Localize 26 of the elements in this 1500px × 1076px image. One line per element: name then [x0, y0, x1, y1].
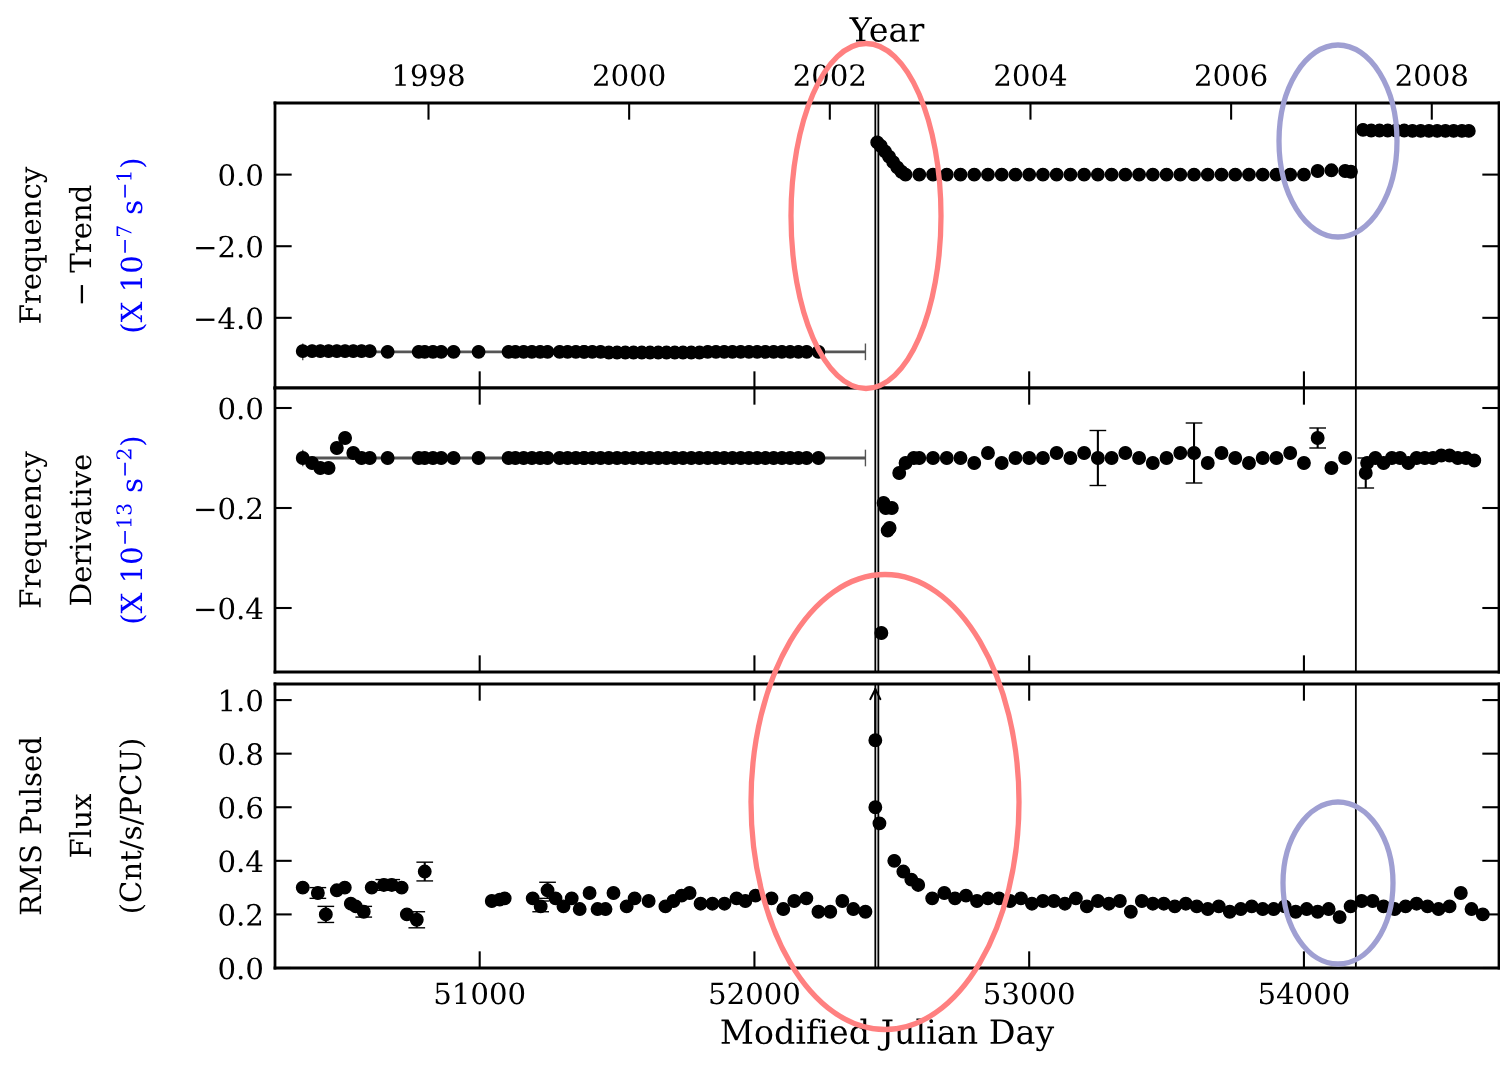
x2-axis-title: Year	[849, 17, 925, 42]
y-tick-label: 1.0	[221, 689, 262, 712]
x-tick-label: 53000	[985, 982, 1074, 1005]
y-tick-label: 0.0	[219, 397, 262, 420]
y-axis-title: RMS Pulsed Flux (Cnt/s/PCU)	[18, 737, 146, 915]
y-axis-title: Frequency − Trend (X 10$^{−7}$ s$^{−1}$)	[19, 159, 147, 332]
x-tick-label: 52000	[710, 982, 799, 1005]
y-tick-label: −2.0	[196, 235, 262, 258]
x2-tick-label: 2002	[794, 64, 865, 87]
y-tick-label: 0.4	[219, 850, 263, 873]
y-tick-label: 0.0	[219, 164, 262, 187]
y-tick-label: 0.6	[219, 796, 263, 819]
x2-tick-label: 2008	[1396, 64, 1467, 87]
y-axis-title: Frequency Derivative (X 10$^{−13}$ s$^{−2}$)	[19, 437, 147, 623]
y-tick-label: 0.0	[219, 957, 262, 980]
y-tick-label: −4.0	[196, 307, 262, 330]
x2-tick-label: 1998	[394, 64, 464, 87]
y-tick-label: 0.2	[219, 903, 262, 926]
y-tick-label: 0.8	[219, 743, 262, 766]
x-tick-label: 54000	[1260, 982, 1349, 1005]
y-tick-label: −0.2	[196, 497, 262, 520]
x2-tick-label: 2000	[594, 64, 665, 87]
y-tick-label: −0.4	[196, 597, 263, 620]
x2-tick-label: 2004	[995, 64, 1067, 87]
x2-tick-label: 2006	[1195, 64, 1267, 87]
x-tick-label: 51000	[435, 982, 525, 1005]
